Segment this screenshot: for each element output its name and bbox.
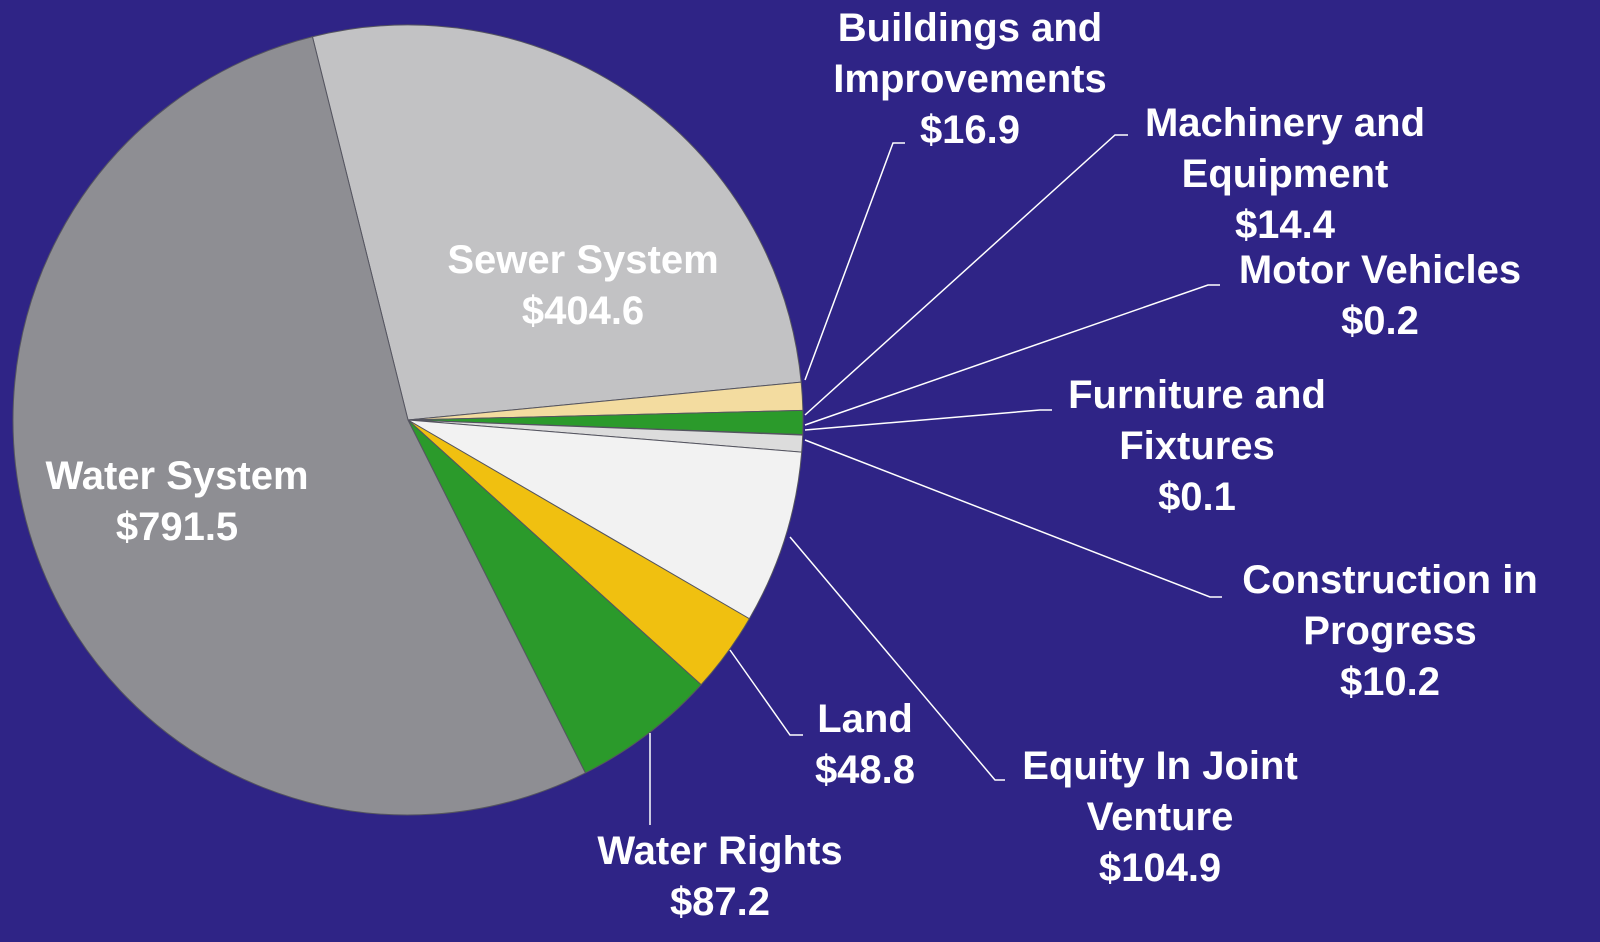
value-label: $0.1 xyxy=(1158,475,1236,519)
category-label: Land xyxy=(817,697,913,741)
leader-line xyxy=(729,649,803,736)
value-label: $10.2 xyxy=(1339,660,1441,704)
category-label: Furniture and Fixtures xyxy=(1068,373,1326,468)
slice-label: Land $48.8 xyxy=(790,694,940,796)
value-label: $0.2 xyxy=(1341,299,1419,343)
leader-line xyxy=(804,439,1222,598)
category-label: Machinery and Equipment xyxy=(1144,101,1426,196)
leader-line xyxy=(804,284,1220,426)
category-label: Water Rights xyxy=(597,829,843,873)
slice-label: Furniture and Fixtures $0.1 xyxy=(1047,370,1347,523)
pie-slice xyxy=(12,36,587,816)
leader-line xyxy=(789,536,1005,781)
slice-label: Motor Vehicles $0.2 xyxy=(1210,245,1550,347)
value-label: $791.5 xyxy=(115,505,239,549)
category-label: Sewer System xyxy=(447,238,719,282)
leader-line xyxy=(804,409,1052,431)
slice-label: Water System $791.5 xyxy=(12,451,342,553)
pie-slice xyxy=(311,24,802,421)
category-label: Equity In Joint Venture xyxy=(1022,744,1298,839)
value-label: $16.9 xyxy=(919,108,1021,152)
category-label: Buildings and Improvements xyxy=(833,6,1107,101)
category-label: Motor Vehicles xyxy=(1238,248,1522,292)
slice-label: Machinery and Equipment $14.4 xyxy=(1120,98,1450,251)
leader-line xyxy=(804,142,905,381)
value-label: $404.6 xyxy=(521,289,645,333)
slice-label: Construction in Progress $10.2 xyxy=(1220,555,1560,708)
pie-slice xyxy=(407,419,803,620)
slice-label: Equity In Joint Venture $104.9 xyxy=(1000,741,1320,894)
slice-label: Sewer System $404.6 xyxy=(418,235,748,337)
category-label: Water System xyxy=(45,454,309,498)
value-label: $48.8 xyxy=(814,748,916,792)
slice-label: Water Rights $87.2 xyxy=(570,826,870,928)
slice-label: Buildings and Improvements $16.9 xyxy=(810,3,1130,156)
value-label: $87.2 xyxy=(669,880,771,924)
category-label: Construction in Progress xyxy=(1242,558,1538,653)
value-label: $14.4 xyxy=(1234,203,1336,247)
leader-line xyxy=(804,134,1128,416)
pie-slice xyxy=(407,419,702,774)
value-label: $104.9 xyxy=(1098,846,1222,890)
